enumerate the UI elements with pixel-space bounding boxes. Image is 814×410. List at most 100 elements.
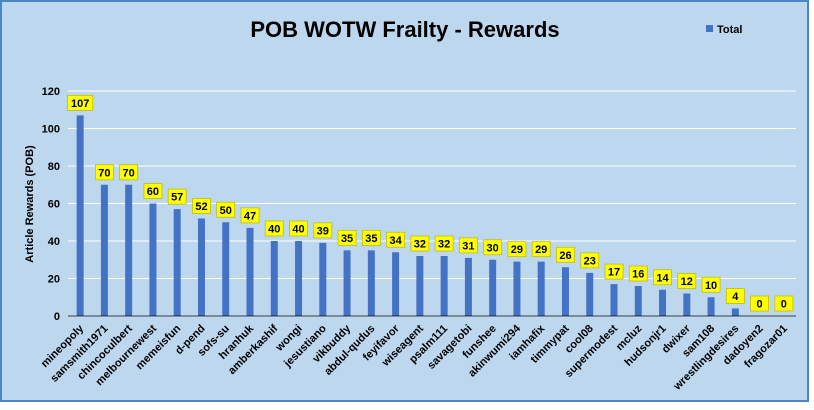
bar: [246, 227, 254, 316]
bar: [561, 267, 569, 316]
data-label-box: [240, 207, 260, 224]
data-label-box: [289, 220, 308, 237]
data-label-box: [264, 220, 284, 237]
data-label: 10: [705, 280, 717, 292]
data-label: 57: [171, 192, 183, 204]
data-label-box: [580, 252, 600, 269]
data-label-box: [628, 265, 648, 282]
bar: [610, 284, 618, 316]
data-label-box: [95, 164, 114, 181]
data-label: 60: [147, 186, 159, 198]
bar: [440, 256, 448, 316]
data-label-box: [458, 237, 478, 254]
data-label: 40: [292, 224, 304, 236]
bar: [319, 242, 327, 316]
data-label-box: [653, 269, 672, 286]
data-label-box: [386, 231, 406, 248]
y-tick-label: 120: [42, 86, 60, 98]
data-label-box: [507, 241, 527, 258]
data-label: 35: [365, 233, 377, 245]
chart-title: POB WOTW Frailty - Rewards: [250, 17, 559, 42]
legend-label: Total: [717, 24, 742, 36]
legend: Total: [706, 24, 742, 36]
data-label: 35: [341, 233, 353, 245]
bar: [367, 250, 375, 316]
y-axis-ticks: 0 20 40 60 80 100 120: [42, 86, 60, 323]
data-label: 0: [781, 299, 787, 311]
bars: [76, 115, 739, 316]
data-label-box: [337, 229, 357, 246]
y-tick-label: 60: [48, 199, 60, 211]
data-label: 34: [389, 235, 402, 247]
data-label: 47: [244, 210, 256, 222]
data-label-box: [434, 235, 454, 252]
data-label: 52: [195, 201, 207, 213]
y-axis-label: Article Rewards (POB): [24, 145, 36, 263]
data-label: 4: [732, 291, 739, 303]
legend-swatch: [706, 25, 713, 32]
data-label-box: [313, 222, 333, 239]
data-label-box: [361, 229, 381, 246]
data-label: 32: [414, 239, 426, 251]
gridlines: [68, 90, 796, 317]
data-label-box: [531, 241, 551, 258]
y-tick-label: 0: [54, 311, 60, 323]
bar: [270, 241, 278, 316]
data-label-box: [604, 263, 624, 280]
data-label-box: [143, 183, 163, 199]
data-label: 39: [317, 225, 329, 237]
bar: [149, 203, 157, 316]
bar: [392, 252, 400, 316]
data-label: 17: [608, 267, 620, 279]
data-label-box: [483, 239, 503, 256]
bar: [416, 256, 424, 316]
data-label-box: [750, 295, 769, 312]
chart-area-background: [0, 0, 809, 402]
bar: [586, 272, 594, 316]
data-label: 29: [511, 244, 523, 256]
bar: [659, 289, 667, 316]
bar: [707, 297, 715, 316]
data-label: 26: [559, 250, 571, 262]
data-label-box: [119, 164, 139, 181]
bar: [295, 241, 303, 316]
data-label: 107: [71, 98, 89, 110]
data-label-box: [701, 276, 721, 293]
bar: [100, 184, 108, 316]
y-tick-label: 80: [48, 161, 60, 173]
data-label: 30: [487, 242, 499, 254]
bar: [76, 115, 84, 316]
data-label: 16: [632, 269, 644, 281]
data-label: 29: [535, 244, 547, 256]
data-label: 50: [220, 205, 232, 217]
data-label: 32: [438, 239, 450, 251]
bar: [634, 286, 642, 316]
bar: [683, 293, 691, 316]
bar: [125, 184, 133, 316]
data-label-box: [725, 288, 745, 304]
bar: [489, 259, 497, 316]
bar: [173, 209, 181, 316]
y-tick-label: 100: [42, 124, 60, 136]
data-label-box: [774, 295, 794, 312]
data-label-box: [410, 235, 430, 252]
data-label: 12: [681, 276, 693, 288]
bar: [513, 261, 521, 316]
data-label-box: [677, 273, 697, 289]
data-label: 40: [268, 224, 280, 236]
bar: [731, 308, 739, 316]
bar: [222, 222, 230, 316]
data-label: 14: [656, 272, 669, 284]
bar: [464, 257, 472, 316]
y-tick-label: 20: [48, 274, 60, 286]
data-label: 70: [123, 167, 135, 179]
data-label: 31: [462, 240, 474, 252]
bar: [537, 261, 545, 316]
bar: [197, 218, 205, 316]
data-label: 23: [584, 255, 596, 267]
data-label-box: [192, 198, 211, 214]
data-label-box: [216, 201, 236, 218]
